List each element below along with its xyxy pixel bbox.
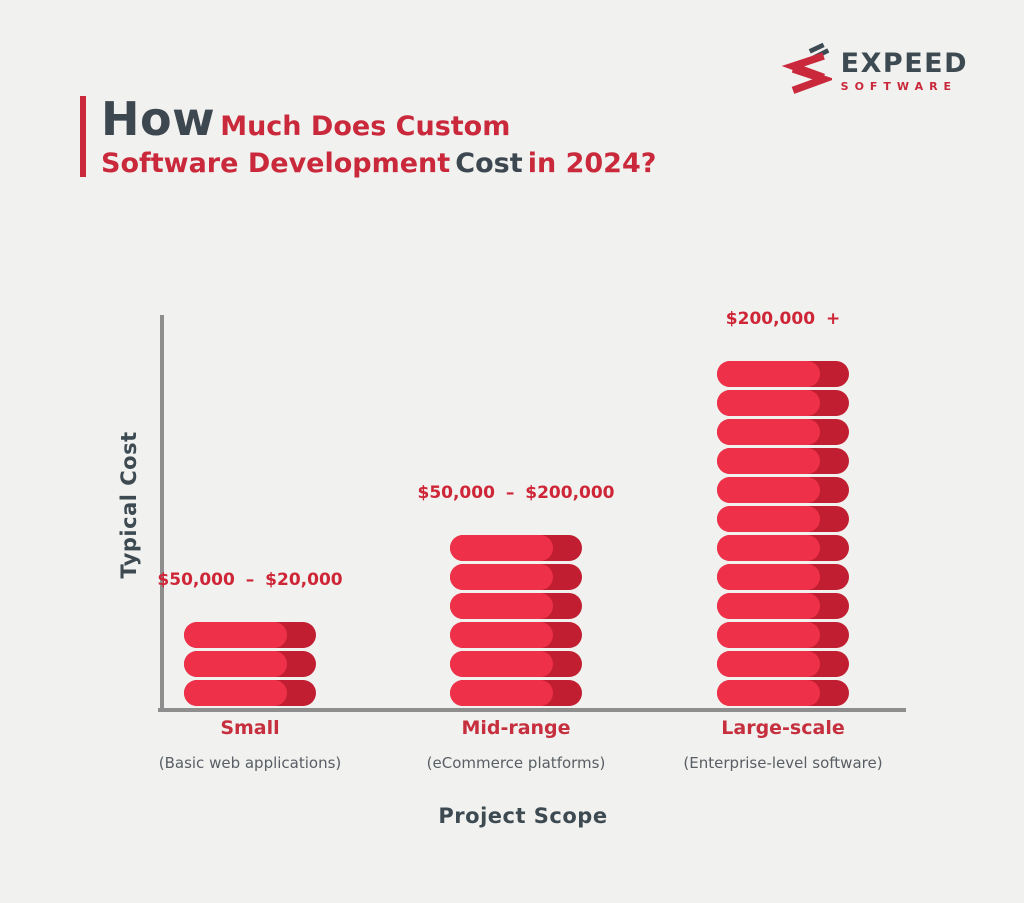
cost-pill (184, 680, 316, 706)
cost-pill-highlight (450, 564, 553, 590)
cost-pill-highlight (717, 506, 820, 532)
bar-large-scale: $200,000 + (717, 309, 849, 706)
cost-pill (450, 535, 582, 561)
title-line-1: How Much Does Custom (101, 96, 656, 142)
cost-pill (717, 564, 849, 590)
expeed-logo-icon (780, 42, 835, 100)
cost-pill-highlight (184, 651, 287, 677)
bar-small: $50,000 – $20,000 (157, 570, 343, 706)
x-category-description-large-scale: (Enterprise-level software) (683, 754, 883, 772)
x-category-label-small: Small (220, 717, 280, 739)
cost-pill (450, 680, 582, 706)
cost-pill-highlight (450, 593, 553, 619)
cost-pill (450, 622, 582, 648)
cost-pill (717, 390, 849, 416)
x-category-label-large-scale: Large-scale (721, 717, 845, 739)
logo-text: EXPEED SOFTWARE (841, 50, 968, 92)
cost-pill (717, 419, 849, 445)
cost-pill-highlight (717, 564, 820, 590)
cost-pill-highlight (450, 651, 553, 677)
cost-pill-highlight (717, 622, 820, 648)
logo: EXPEED SOFTWARE (780, 42, 968, 100)
cost-pill-highlight (184, 622, 287, 648)
cost-pill (717, 535, 849, 561)
cost-pill-highlight (717, 651, 820, 677)
title-line2-red1: Software Development (101, 148, 451, 179)
cost-pill-highlight (450, 622, 553, 648)
cost-pill-highlight (717, 390, 820, 416)
cost-pill (717, 651, 849, 677)
cost-pill-highlight (717, 593, 820, 619)
cost-pill (717, 477, 849, 503)
x-axis-title: Project Scope (438, 804, 608, 828)
y-axis-line (160, 315, 164, 712)
title-word-how: How (101, 92, 216, 146)
cost-pill-highlight (184, 680, 287, 706)
cost-pill (717, 448, 849, 474)
title-line2-red2: in 2024? (527, 148, 657, 179)
cost-pill (717, 593, 849, 619)
x-axis-line (158, 708, 906, 712)
cost-pill-highlight (717, 477, 820, 503)
page-title: How Much Does Custom Software Developmen… (101, 96, 656, 177)
bar-mid-range: $50,000 – $200,000 (417, 483, 615, 706)
x-category-description-small: (Basic web applications) (158, 754, 342, 772)
logo-subbrand: SOFTWARE (840, 80, 958, 93)
title-line1-rest: Much Does Custom (220, 111, 511, 142)
x-category-label-mid-range: Mid-range (461, 717, 571, 739)
cost-pill (717, 680, 849, 706)
x-category-description-mid-range: (eCommerce platforms) (426, 754, 606, 772)
cost-pill (184, 651, 316, 677)
cost-pill (184, 622, 316, 648)
cost-pill (717, 361, 849, 387)
cost-pill-highlight (717, 535, 820, 561)
cost-pill (717, 506, 849, 532)
cost-pill (450, 564, 582, 590)
cost-pill (450, 593, 582, 619)
cost-pill-highlight (717, 448, 820, 474)
logo-brand: EXPEED (840, 48, 968, 79)
title-accent-bar (80, 96, 86, 177)
cost-range-label-mid-range: $50,000 – $200,000 (417, 483, 615, 503)
cost-range-label-small: $50,000 – $20,000 (157, 570, 343, 590)
cost-pill-highlight (717, 419, 820, 445)
title-line-2: Software Development Cost in 2024? (101, 150, 656, 177)
cost-pill (717, 622, 849, 648)
title-line2-cost: Cost (455, 148, 523, 179)
cost-pill-highlight (717, 361, 820, 387)
y-axis-title: Typical Cost (117, 431, 141, 579)
cost-pill (450, 651, 582, 677)
cost-pill-highlight (450, 680, 553, 706)
cost-range-label-large-scale: $200,000 + (725, 309, 841, 329)
cost-pill-highlight (450, 535, 553, 561)
cost-pill-highlight (717, 680, 820, 706)
title-block: How Much Does Custom Software Developmen… (80, 96, 656, 177)
